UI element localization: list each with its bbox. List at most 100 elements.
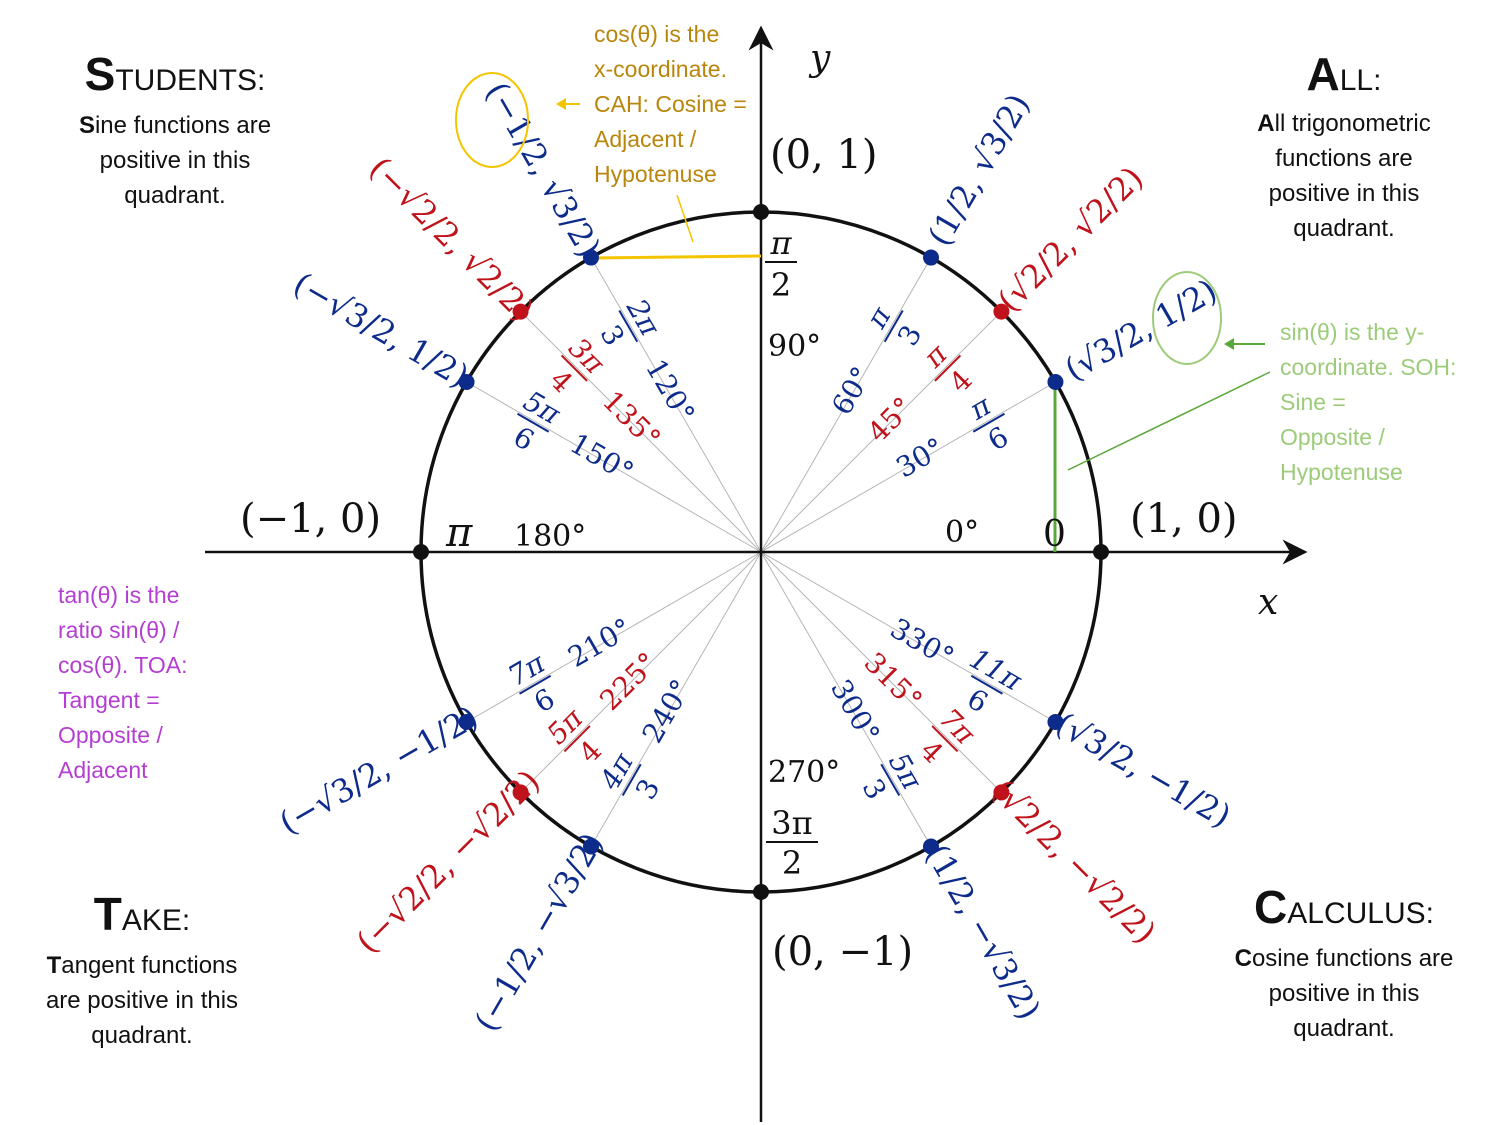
fraction-bar <box>519 674 552 695</box>
tan-note: tan(θ) is the ratio sin(θ) / cos(θ). TOA… <box>58 582 188 783</box>
spoke-60 <box>760 257 932 553</box>
coordinate-120: (−1/2, √3/2) <box>478 76 609 264</box>
point-0-deg <box>1093 544 1109 560</box>
point-90-deg <box>753 204 769 220</box>
title-rest: ALCULUS: <box>1287 897 1434 930</box>
quadrant-body-line: All trigonometric <box>1257 110 1430 137</box>
degree-270: 270° <box>768 755 840 790</box>
quadrant-take: TAKE: Tangent functions are positive in … <box>46 888 238 1049</box>
fraction-bar <box>880 763 901 796</box>
note-line: Tangent = <box>58 687 160 713</box>
note-line: Sine = <box>1280 389 1346 415</box>
note-line: Hypotenuse <box>594 161 717 187</box>
degree-180: 180° <box>514 519 586 554</box>
note-line: Adjacent / <box>594 126 697 152</box>
quadrant-body-line: Sine functions are <box>79 112 271 139</box>
fraction-bar <box>517 412 550 433</box>
coordinate-30: (√3/2, 1/2) <box>1058 271 1223 388</box>
point-330-deg <box>1047 714 1064 730</box>
quadrant-body-line: positive in this <box>1269 980 1420 1007</box>
fraction-bar <box>883 310 904 343</box>
coordinate-240: (−1/2, −√3/2) <box>467 826 611 1038</box>
unit-circle-points <box>458 249 1064 855</box>
quadrant-body-line: functions are <box>1275 145 1412 172</box>
body-rest: ll trigonometric <box>1275 110 1431 137</box>
note-line: cos(θ) is the <box>594 21 719 47</box>
spoke-135 <box>520 311 762 553</box>
body-initial: C <box>1235 945 1252 972</box>
degree-90: 90° <box>768 329 821 364</box>
y-axis-label: y <box>808 38 831 79</box>
radian-90: π 2 <box>765 224 797 304</box>
quadrant-title: STUDENTS: <box>85 48 266 100</box>
title-rest: TUDENTS: <box>115 64 265 97</box>
fraction-bar <box>970 674 1003 695</box>
point-60-deg <box>923 249 939 266</box>
point-240-deg <box>583 838 599 855</box>
quadrant-body-line: quadrant. <box>91 1022 192 1049</box>
spoke-30 <box>760 381 1056 553</box>
coord-0-deg: (1, 0) <box>1130 496 1238 542</box>
note-line: x-coordinate. <box>594 56 727 82</box>
fraction-bar <box>934 354 962 382</box>
radian-0: 0 <box>1043 514 1066 555</box>
spoke-225 <box>520 551 762 793</box>
title-initial: S <box>85 48 116 100</box>
quadrant-students: STUDENTS: Sine functions are positive in… <box>79 48 271 209</box>
sin-note: sin(θ) is the y- coordinate. SOH: Sine =… <box>1280 319 1456 485</box>
body-rest: ine functions are <box>95 112 271 139</box>
spoke-330 <box>760 551 1056 723</box>
sin-highlight-ring <box>1152 271 1222 365</box>
body-rest: osine functions are <box>1252 945 1453 972</box>
title-initial: T <box>94 888 122 940</box>
note-line: Hypotenuse <box>1280 459 1403 485</box>
point-120-deg <box>583 249 599 266</box>
quadrant-title: CALCULUS: <box>1254 881 1434 933</box>
degree-0: 0° <box>945 515 979 550</box>
fraction-bar <box>618 310 639 343</box>
note-line: ratio sin(θ) / <box>58 617 180 643</box>
note-line: cos(θ). TOA: <box>58 652 188 678</box>
note-line: Opposite / <box>1280 424 1385 450</box>
note-line: coordinate. SOH: <box>1280 354 1456 380</box>
quadrant-calculus: CALCULUS: Cosine functions are positive … <box>1235 881 1454 1042</box>
quadrant-title: TAKE: <box>94 888 190 940</box>
coordinate-150: (−√3/2, 1/2) <box>287 265 475 396</box>
spoke-210 <box>466 551 762 723</box>
radian-label-150: 5π6 <box>508 384 566 457</box>
note-line: Adjacent <box>58 757 148 783</box>
spoke-150 <box>466 381 762 553</box>
point-300-deg <box>923 838 939 855</box>
quadrant-body-line: quadrant. <box>1293 215 1394 242</box>
cos-arrow-head <box>556 98 566 110</box>
spoke-45 <box>760 311 1002 553</box>
fraction-bar <box>972 412 1005 433</box>
point-225-deg <box>512 784 529 801</box>
coord-270-deg: (0, −1) <box>772 929 913 975</box>
quadrant-all: ALL: All trigonometric functions are pos… <box>1257 48 1430 242</box>
title-initial: A <box>1307 48 1340 100</box>
coordinate-45: (√2/2, √2/2) <box>990 159 1151 320</box>
coord-180-deg: (−1, 0) <box>240 496 381 542</box>
note-line: Opposite / <box>58 722 163 748</box>
cos-highlight-ring <box>455 72 529 168</box>
radian-denominator: 3 <box>856 773 893 805</box>
radian-180: π <box>445 510 473 556</box>
degree-label-60: 60° <box>825 361 878 420</box>
quadrant-body-line: quadrant. <box>124 182 225 209</box>
quadrant-body-line: quadrant. <box>1293 1015 1394 1042</box>
radian-270-num: 3π <box>771 804 812 842</box>
coordinate-330: (√3/2, −1/2) <box>1049 705 1237 836</box>
body-initial: A <box>1257 110 1274 137</box>
point-135-deg <box>512 303 529 320</box>
coordinate-300: (1/2, −√3/2) <box>918 838 1049 1026</box>
note-line: sin(θ) is the y- <box>1280 319 1424 345</box>
degree-label-45: 45° <box>861 391 919 449</box>
coordinate-210: (−√3/2, −1/2) <box>273 698 485 842</box>
spoke-315 <box>760 551 1002 793</box>
point-315-deg <box>993 784 1010 801</box>
sin-arrow-head <box>1224 338 1234 350</box>
fraction-bar <box>560 354 588 382</box>
note-line: tan(θ) is the <box>58 582 179 608</box>
